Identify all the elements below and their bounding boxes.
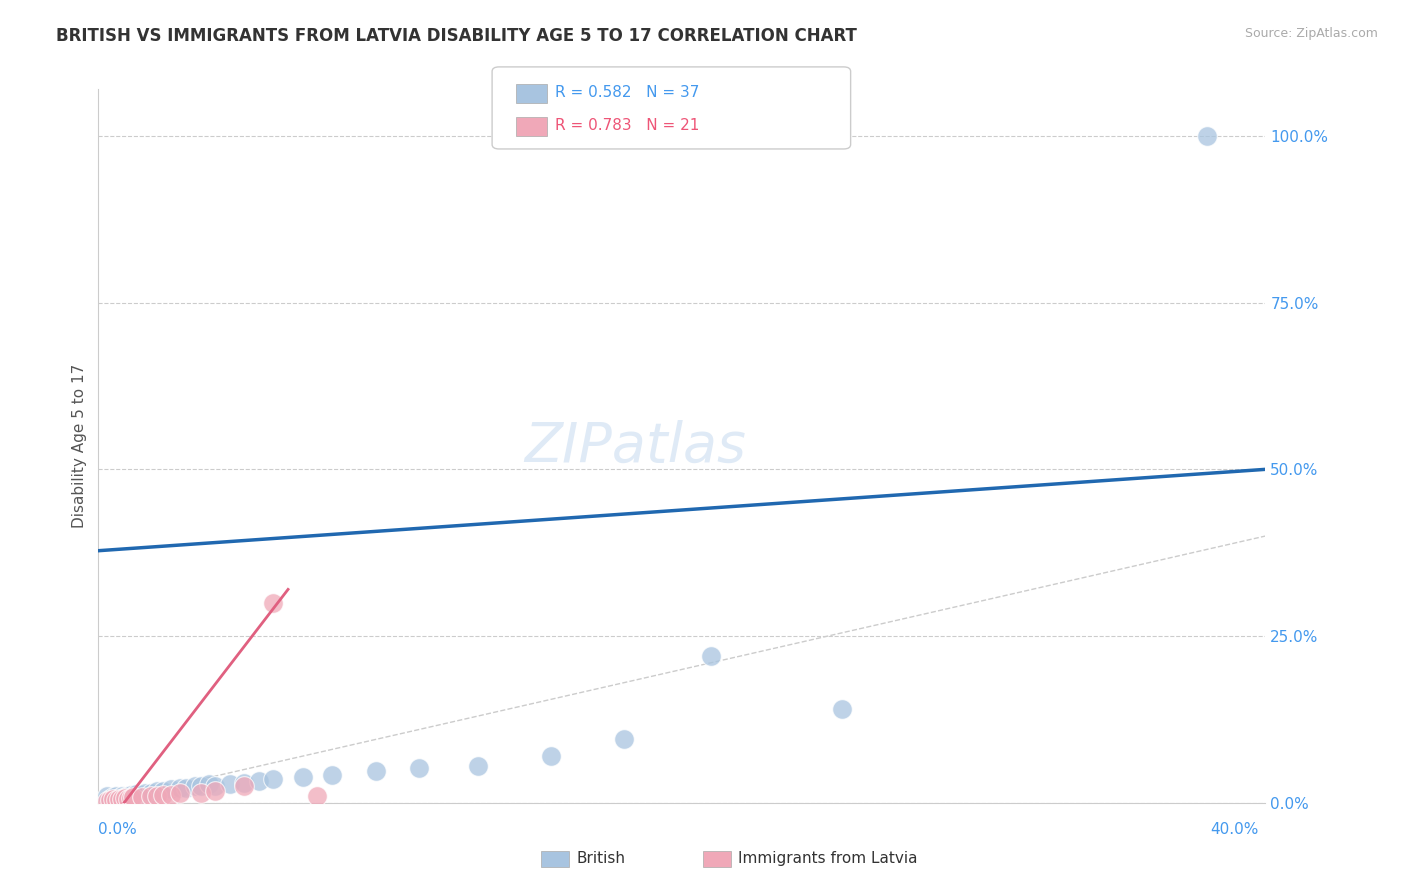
Point	[146, 784, 169, 798]
Point	[307, 789, 329, 804]
Point	[174, 781, 197, 796]
Point	[122, 790, 145, 805]
Point	[204, 779, 226, 793]
Point	[198, 777, 221, 791]
Point	[101, 792, 124, 806]
Point	[204, 784, 226, 798]
Text: Immigrants from Latvia: Immigrants from Latvia	[738, 851, 918, 865]
Point	[262, 596, 284, 610]
Point	[114, 790, 136, 805]
Point	[96, 794, 118, 808]
Point	[146, 789, 169, 804]
Point	[114, 791, 136, 805]
Point	[247, 774, 270, 789]
Point	[98, 792, 121, 806]
Point	[131, 790, 153, 805]
Point	[139, 789, 162, 804]
Point	[122, 789, 145, 804]
Point	[467, 759, 489, 773]
Point	[233, 779, 256, 793]
Y-axis label: Disability Age 5 to 17: Disability Age 5 to 17	[72, 364, 87, 528]
Point	[160, 788, 183, 802]
Point	[218, 777, 240, 791]
Point	[152, 788, 174, 802]
Point	[291, 771, 314, 785]
Point	[104, 793, 127, 807]
Point	[117, 792, 139, 806]
Point	[169, 786, 191, 800]
Point	[111, 789, 134, 804]
Point	[104, 789, 127, 804]
Point	[233, 776, 256, 790]
Point	[612, 732, 634, 747]
Text: 0.0%: 0.0%	[98, 822, 138, 837]
Point	[700, 649, 723, 664]
Text: R = 0.783   N = 21: R = 0.783 N = 21	[555, 119, 700, 133]
Point	[408, 761, 430, 775]
Point	[101, 790, 124, 805]
Point	[108, 792, 131, 806]
Point	[1195, 128, 1218, 143]
Point	[96, 789, 118, 804]
Point	[160, 782, 183, 797]
Point	[183, 779, 205, 793]
Point	[190, 779, 212, 793]
Point	[117, 789, 139, 804]
Point	[831, 702, 853, 716]
Point	[139, 786, 162, 800]
Point	[169, 781, 191, 796]
Text: BRITISH VS IMMIGRANTS FROM LATVIA DISABILITY AGE 5 TO 17 CORRELATION CHART: BRITISH VS IMMIGRANTS FROM LATVIA DISABI…	[56, 27, 858, 45]
Point	[364, 764, 387, 778]
Point	[321, 768, 343, 782]
Point	[152, 784, 174, 798]
Point	[120, 791, 142, 805]
Text: 40.0%: 40.0%	[1211, 822, 1258, 837]
Text: British: British	[576, 851, 626, 865]
Text: R = 0.582   N = 37: R = 0.582 N = 37	[555, 86, 700, 100]
Point	[131, 788, 153, 802]
Point	[111, 792, 134, 806]
Text: ZIPatlas: ZIPatlas	[524, 419, 747, 473]
Point	[98, 793, 121, 807]
Point	[108, 791, 131, 805]
Point	[125, 787, 148, 801]
Point	[190, 786, 212, 800]
Text: Source: ZipAtlas.com: Source: ZipAtlas.com	[1244, 27, 1378, 40]
Point	[540, 749, 562, 764]
Point	[134, 786, 156, 800]
Point	[120, 788, 142, 802]
Point	[262, 772, 284, 787]
